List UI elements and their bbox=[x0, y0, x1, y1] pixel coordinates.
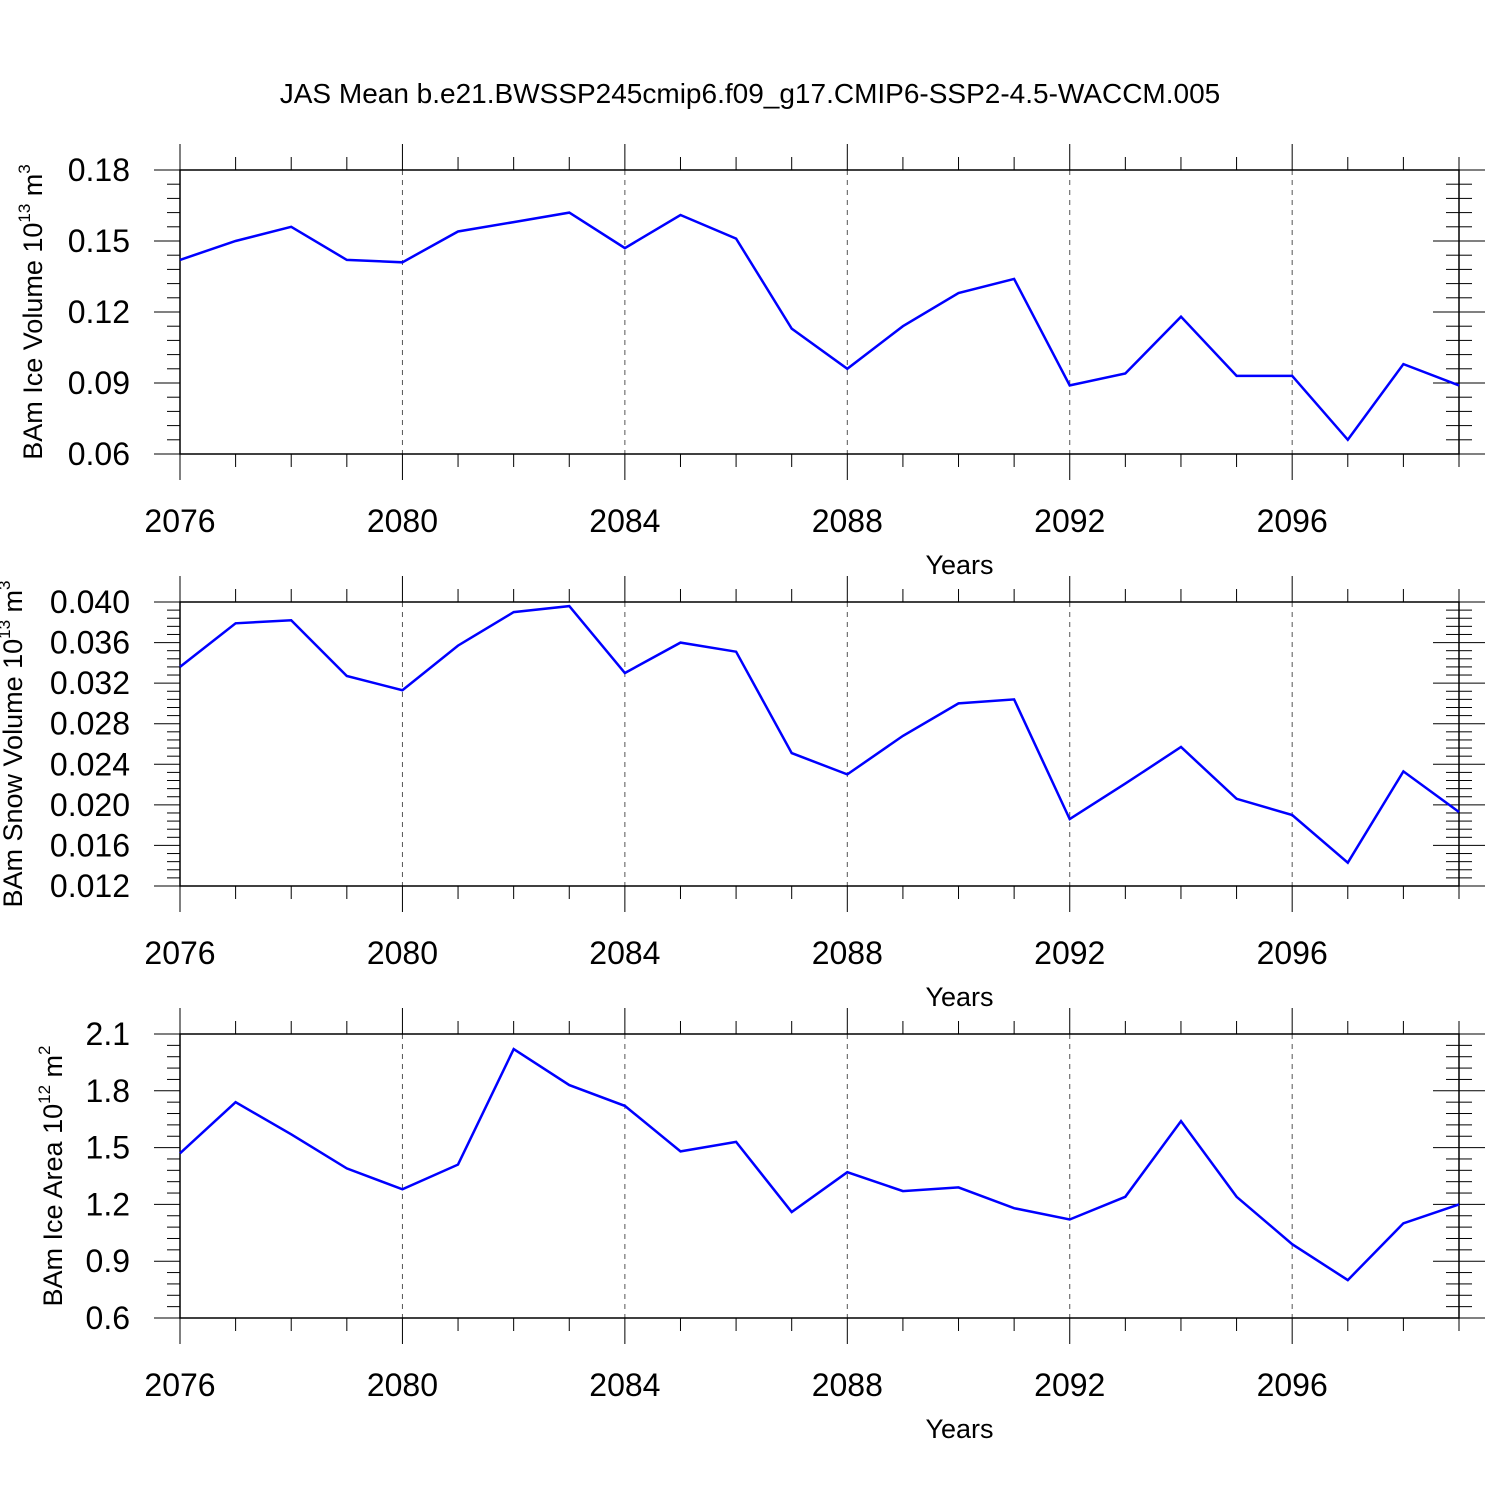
series-line bbox=[179, 604, 1460, 865]
x-tick-label: 2076 bbox=[144, 935, 215, 971]
chart-panel-3: 2076 2080 2084 2088 2092 2096 0.6 0.9 1.2 1.5 1.8 2… bbox=[35, 1008, 1485, 1444]
y-tick-label: 0.18 bbox=[68, 152, 130, 188]
y-axis-label-unit: m bbox=[38, 1055, 68, 1085]
y-tick-label: 2.1 bbox=[86, 1016, 130, 1052]
y-axis-label: BAm Snow Volume 1013 m3 bbox=[0, 580, 28, 907]
x-axis-label: Years bbox=[925, 982, 993, 1012]
y-axis-label: BAm Ice Area 1012 m2 bbox=[35, 1046, 68, 1307]
plot-frame bbox=[179, 1033, 1460, 1319]
x-tick-label: 2076 bbox=[144, 1367, 215, 1403]
plot-frame bbox=[179, 601, 1460, 887]
y-tick-label: 0.020 bbox=[50, 787, 130, 823]
chart-panel-1: 2076 2080 2084 2088 2092 2096 0.06 0.09 0.12 0.15… bbox=[15, 144, 1485, 580]
y-axis-label-text: BAm Snow Volume 10 bbox=[0, 639, 28, 908]
y-tick-label: 0.032 bbox=[50, 665, 130, 701]
y-axis-label-exponent: 13 bbox=[0, 620, 14, 639]
y-tick-label: 0.012 bbox=[50, 868, 130, 904]
x-tick-label: 2092 bbox=[1034, 1367, 1105, 1403]
x-tick-label: 2084 bbox=[589, 935, 660, 971]
y-tick-label: 0.09 bbox=[68, 365, 130, 401]
x-tick-label: 2076 bbox=[144, 503, 215, 539]
y-axis-label: BAm Ice Volume 1013 m3 bbox=[15, 164, 48, 460]
y-axis-label-exponent: 13 bbox=[15, 204, 34, 223]
x-tick-label: 2092 bbox=[1034, 935, 1105, 971]
y-tick-label: 0.6 bbox=[86, 1300, 130, 1336]
y-tick-label: 1.5 bbox=[86, 1130, 130, 1166]
x-tick-label: 2084 bbox=[589, 503, 660, 539]
y-tick-label: 0.036 bbox=[50, 625, 130, 661]
x-tick-label: 2096 bbox=[1257, 503, 1328, 539]
y-axis-label-text: BAm Ice Volume 10 bbox=[18, 223, 48, 460]
y-tick-label: 1.2 bbox=[86, 1186, 130, 1222]
y-axis-label-unit: m bbox=[18, 174, 48, 204]
series-line bbox=[179, 1047, 1460, 1282]
y-axis-label-unit-exponent: 3 bbox=[0, 580, 14, 589]
y-tick-label: 1.8 bbox=[86, 1073, 130, 1109]
y-axis-label-unit-exponent: 3 bbox=[15, 164, 34, 173]
y-tick-label: 0.06 bbox=[68, 436, 130, 472]
figure-title: JAS Mean b.e21.BWSSP245cmip6.f09_g17.CMI… bbox=[279, 78, 1221, 109]
y-axis-label-text: BAm Ice Area 10 bbox=[38, 1104, 68, 1307]
y-axis-label-exponent: 12 bbox=[35, 1085, 54, 1104]
y-tick-label: 0.016 bbox=[50, 827, 130, 863]
x-axis-label: Years bbox=[925, 1414, 993, 1444]
x-tick-label: 2084 bbox=[589, 1367, 660, 1403]
x-tick-label: 2088 bbox=[812, 503, 883, 539]
x-tick-label: 2096 bbox=[1257, 935, 1328, 971]
chart-panel-2: 2076 2080 2084 2088 2092 2096 0.012 0.016 0.020 0… bbox=[0, 576, 1485, 1012]
y-axis-label-unit: m bbox=[0, 590, 28, 620]
y-tick-label: 0.040 bbox=[50, 584, 130, 620]
plot-frame bbox=[179, 169, 1460, 455]
y-tick-label: 0.12 bbox=[68, 294, 130, 330]
y-axis-label-unit-exponent: 2 bbox=[35, 1046, 54, 1055]
y-tick-label: 0.15 bbox=[68, 223, 130, 259]
y-tick-label: 0.024 bbox=[50, 746, 130, 782]
x-tick-label: 2080 bbox=[367, 503, 438, 539]
x-axis-label: Years bbox=[925, 550, 993, 580]
x-tick-label: 2088 bbox=[812, 935, 883, 971]
x-tick-label: 2092 bbox=[1034, 503, 1105, 539]
y-tick-label: 0.9 bbox=[86, 1243, 130, 1279]
x-tick-label: 2080 bbox=[367, 935, 438, 971]
y-tick-label: 0.028 bbox=[50, 706, 130, 742]
x-tick-label: 2080 bbox=[367, 1367, 438, 1403]
series-line bbox=[179, 211, 1460, 442]
x-tick-label: 2096 bbox=[1257, 1367, 1328, 1403]
x-tick-label: 2088 bbox=[812, 1367, 883, 1403]
